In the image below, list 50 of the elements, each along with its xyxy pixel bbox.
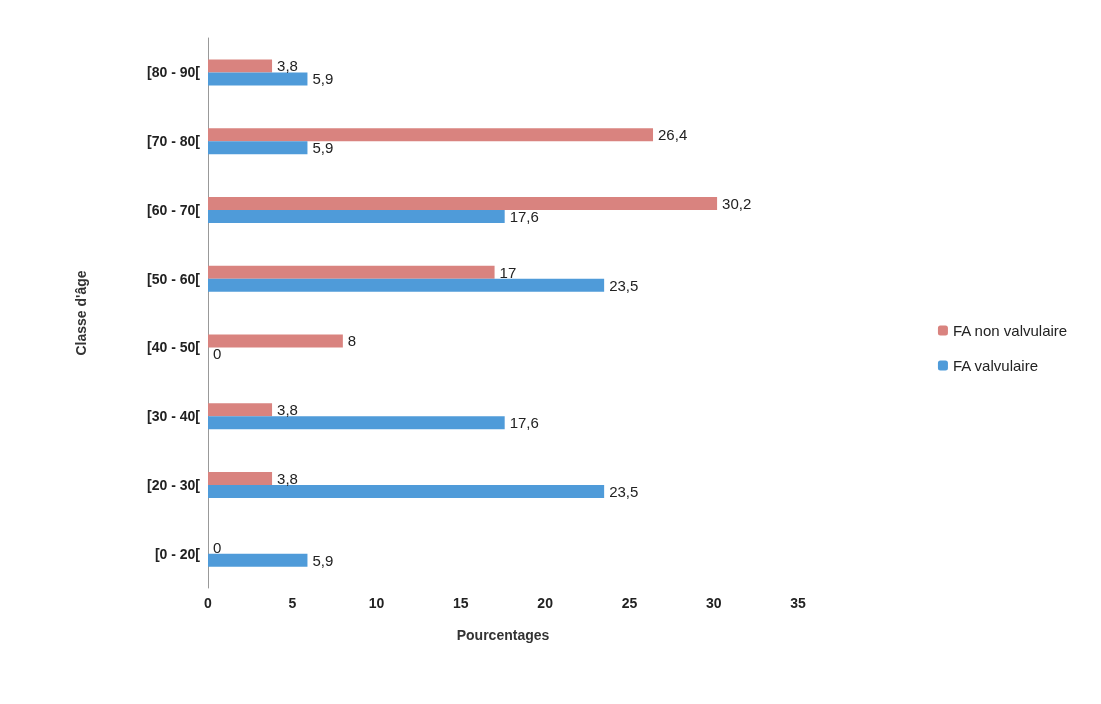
data-label: 17 xyxy=(499,263,517,281)
data-label: 3,8 xyxy=(277,401,298,419)
bar xyxy=(208,471,273,485)
bar xyxy=(208,278,605,292)
y-axis-title: Classe d'âge xyxy=(73,270,89,356)
y-tick-label: [20 - 30[ xyxy=(147,476,201,493)
y-tick-label: [0 - 20[ xyxy=(154,545,201,562)
data-label: 5,9 xyxy=(312,551,334,569)
data-label: 23,5 xyxy=(609,276,639,294)
x-tick-label: 15 xyxy=(453,595,469,611)
bar xyxy=(208,72,308,86)
bar xyxy=(208,141,308,155)
bar xyxy=(208,59,273,73)
data-label: 30,2 xyxy=(722,194,752,212)
bar xyxy=(208,416,505,430)
bar xyxy=(208,334,343,348)
y-tick-label: [30 - 40[ xyxy=(147,408,201,425)
data-label: 8 xyxy=(347,332,357,350)
bar xyxy=(208,553,308,567)
x-tick-label: 20 xyxy=(537,595,554,611)
data-label: 23,5 xyxy=(609,482,639,500)
x-tick-label: 5 xyxy=(288,595,297,611)
y-tick-label: [70 - 80[ xyxy=(147,133,201,150)
y-tick-label: [40 - 50[ xyxy=(147,339,201,356)
x-tick-label: 25 xyxy=(621,595,638,611)
data-label: 26,4 xyxy=(658,126,688,144)
x-tick-label: 30 xyxy=(705,595,722,611)
data-label: 3,8 xyxy=(277,57,298,75)
data-label: 17,6 xyxy=(509,414,539,432)
data-label: 0 xyxy=(213,345,222,363)
legend-label: FA valvulaire xyxy=(952,357,1038,374)
bar xyxy=(208,484,605,498)
data-label: 5,9 xyxy=(312,139,334,157)
y-tick-label: [50 - 60[ xyxy=(147,270,201,287)
bar xyxy=(208,265,495,279)
y-tick-label: [60 - 70[ xyxy=(147,201,201,218)
x-tick-label: 10 xyxy=(368,595,385,611)
data-label: 5,9 xyxy=(312,70,334,88)
x-tick-label: 0 xyxy=(204,595,213,611)
bar xyxy=(208,403,273,417)
bar xyxy=(208,196,718,210)
y-tick-label: [80 - 90[ xyxy=(147,64,201,81)
data-label: 0 xyxy=(213,538,222,556)
x-tick-label: 35 xyxy=(790,595,806,611)
x-axis-title: Pourcentages xyxy=(456,627,550,643)
data-label: 3,8 xyxy=(277,469,298,487)
bar xyxy=(208,128,654,142)
legend-label: FA non valvulaire xyxy=(952,322,1068,339)
data-label: 17,6 xyxy=(509,207,539,225)
bar xyxy=(208,209,505,223)
